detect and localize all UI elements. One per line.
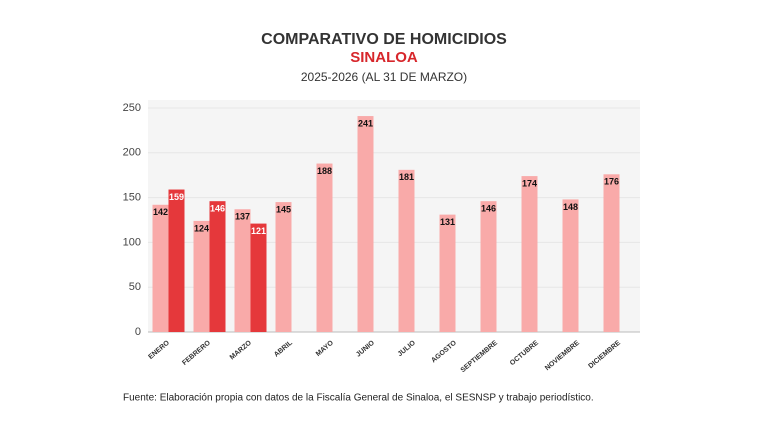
value-label: 159 bbox=[169, 192, 184, 202]
x-tick-label: JULIO bbox=[397, 339, 418, 358]
bar bbox=[152, 204, 169, 332]
bar bbox=[193, 220, 210, 332]
y-tick-label: 0 bbox=[135, 326, 141, 338]
x-tick-label: DICIEMBRE bbox=[587, 339, 622, 370]
value-label: 121 bbox=[251, 226, 266, 236]
chart-subtitle: SINALOA bbox=[350, 49, 418, 66]
y-tick-label: 100 bbox=[123, 236, 141, 248]
value-label: 146 bbox=[481, 204, 496, 214]
x-tick-label: ENERO bbox=[147, 339, 171, 361]
source-note: Fuente: Elaboración propia con datos de … bbox=[123, 393, 594, 404]
x-tick-label: FEBRERO bbox=[181, 339, 212, 367]
bar bbox=[562, 199, 579, 332]
bar bbox=[357, 116, 374, 333]
value-label: 181 bbox=[399, 172, 414, 182]
y-tick-label: 200 bbox=[123, 147, 141, 159]
value-label: 241 bbox=[358, 118, 373, 128]
bar bbox=[209, 201, 226, 332]
y-tick-label: 250 bbox=[123, 102, 141, 114]
bar bbox=[168, 189, 185, 332]
bar bbox=[521, 176, 538, 332]
value-label: 124 bbox=[194, 223, 209, 233]
bar bbox=[234, 209, 251, 332]
value-label: 146 bbox=[210, 204, 225, 214]
chart-period: 2025-2026 (AL 31 DE MARZO) bbox=[301, 70, 467, 84]
bar bbox=[439, 214, 456, 332]
x-tick-label: JUNIO bbox=[355, 339, 376, 358]
value-label: 137 bbox=[235, 212, 250, 222]
bar bbox=[250, 223, 267, 332]
bar bbox=[603, 174, 620, 332]
value-label: 148 bbox=[563, 202, 578, 212]
value-label: 142 bbox=[153, 207, 168, 217]
x-tick-label: AGOSTO bbox=[430, 339, 458, 364]
y-tick-label: 150 bbox=[123, 192, 141, 204]
value-label: 176 bbox=[604, 177, 619, 187]
bar bbox=[275, 202, 292, 332]
x-tick-label: MAYO bbox=[315, 339, 336, 358]
value-label: 145 bbox=[276, 204, 291, 214]
x-tick-label: OCTUBRE bbox=[509, 339, 540, 367]
bar bbox=[316, 163, 333, 332]
x-tick-label: SEPTIEMBRE bbox=[460, 339, 500, 374]
value-label: 174 bbox=[522, 178, 537, 188]
bar bbox=[398, 169, 415, 332]
x-tick-label: MARZO bbox=[229, 339, 254, 361]
value-label: 131 bbox=[440, 217, 455, 227]
value-label: 188 bbox=[317, 166, 332, 176]
x-tick-label: ABRIL bbox=[273, 339, 294, 359]
y-tick-label: 50 bbox=[129, 281, 141, 293]
x-tick-label: NOVIEMBRE bbox=[544, 339, 581, 372]
chart-title: COMPARATIVO DE HOMICIDIOS bbox=[261, 31, 507, 48]
bar bbox=[480, 201, 497, 332]
plot-area bbox=[148, 100, 640, 332]
